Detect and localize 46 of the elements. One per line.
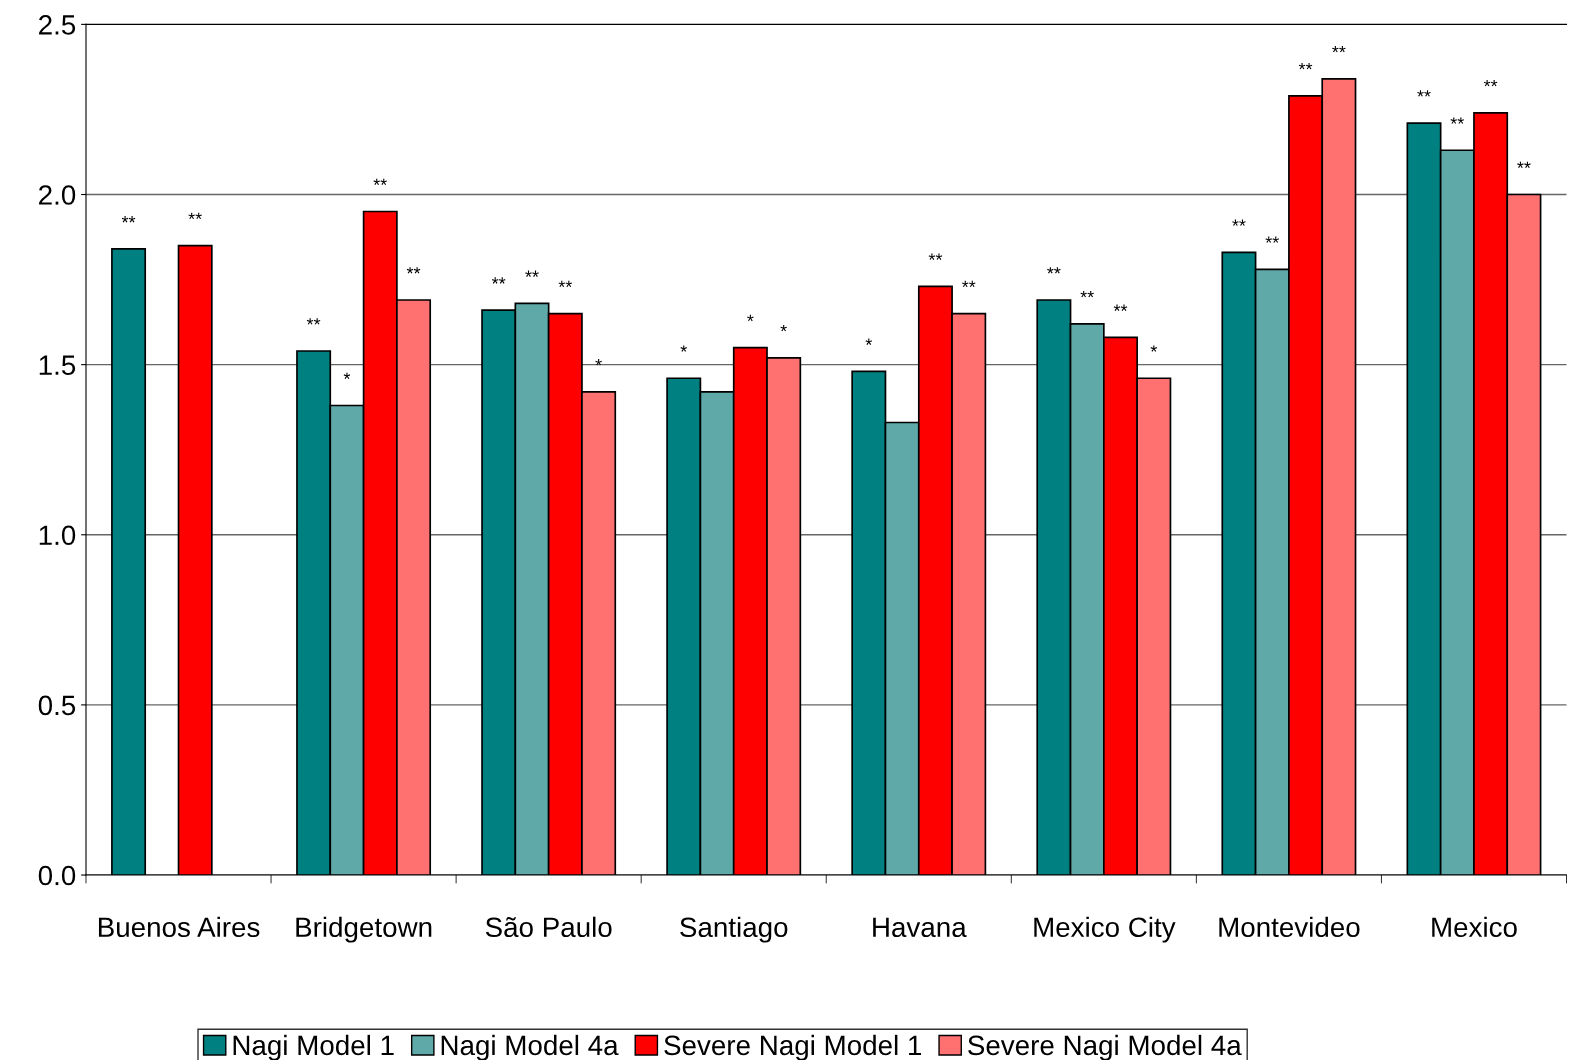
data-label: ** (121, 216, 136, 223)
y-tick-label: 1.0 (39, 525, 76, 546)
legend-label: Nagi Model 1 (233, 1034, 394, 1060)
data-label: * (865, 338, 873, 345)
x-tick-label: Havana (873, 917, 967, 938)
data-label: ** (406, 267, 421, 274)
data-label: ** (928, 253, 943, 260)
x-tick-label: Buenos Aires (98, 916, 260, 938)
data-label: ** (1080, 290, 1094, 298)
x-tick-label: São Paulo (485, 916, 612, 938)
data-label: * (780, 325, 787, 332)
data-label: ** (1047, 267, 1061, 274)
data-label: ** (306, 318, 321, 325)
legend-label: Severe Nagi Model 1 (664, 1034, 922, 1060)
y-tick-label: 2.5 (39, 15, 76, 35)
data-label: ** (1113, 304, 1128, 311)
data-label: ** (962, 280, 976, 288)
x-tick-label: Montevideo (1219, 916, 1360, 938)
data-label: ** (1265, 236, 1279, 243)
data-label: ** (188, 212, 202, 220)
x-tick-label: Mexico City (1034, 916, 1176, 943)
data-label: * (1150, 345, 1158, 352)
y-tick-label: 2.0 (39, 185, 76, 205)
data-label: ** (1517, 161, 1531, 169)
y-tick-label: 0.0 (38, 865, 76, 886)
y-tick-label: 0.5 (38, 695, 76, 716)
legend-label: Severe Nagi Model 4a (968, 1034, 1242, 1060)
data-label: ** (373, 178, 387, 186)
x-tick-label: Mexico (1432, 916, 1517, 938)
data-label: * (595, 359, 602, 366)
data-label: ** (491, 277, 506, 284)
data-label: ** (1417, 90, 1431, 97)
data-label: * (343, 372, 351, 379)
data-label: ** (1483, 80, 1498, 87)
legend-label: Nagi Model 4a (441, 1034, 619, 1060)
data-label: ** (1332, 45, 1346, 53)
data-label: ** (1450, 117, 1465, 124)
data-label: ** (558, 280, 573, 288)
y-tick-label: 1.5 (39, 355, 76, 375)
data-label: ** (525, 270, 539, 277)
x-tick-label: Bridgetown (296, 916, 432, 943)
data-label: * (680, 345, 687, 352)
x-tick-label: Santiago (680, 916, 788, 943)
data-label: * (747, 314, 754, 322)
data-label: ** (1298, 63, 1313, 70)
data-label: ** (1232, 219, 1246, 226)
